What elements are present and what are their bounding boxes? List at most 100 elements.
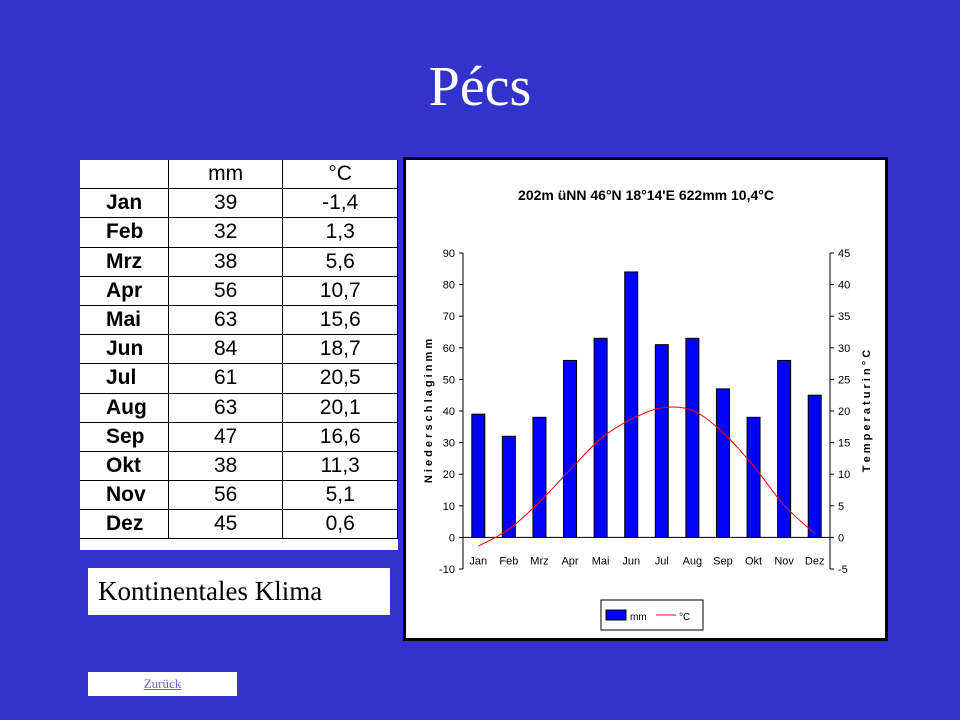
x-tick-label: Mai — [592, 555, 610, 567]
month-cell: Okt — [80, 450, 169, 482]
month-cell: Jun — [80, 334, 169, 365]
right-tick-label: 30 — [838, 343, 850, 355]
left-tick-label: 80 — [443, 280, 455, 292]
precipitation-bar — [593, 337, 608, 538]
header-mm: mm — [167, 160, 284, 190]
left-tick-label: 50 — [443, 374, 455, 386]
x-tick-label: Sep — [713, 555, 733, 567]
right-tick-label: 5 — [838, 501, 844, 513]
left-tick-label: 20 — [443, 469, 455, 481]
month-cell: Jul — [80, 363, 169, 394]
right-tick-label: 25 — [838, 374, 850, 386]
precipitation-bar — [563, 359, 578, 538]
right-tick-label: -5 — [838, 564, 848, 576]
header-celsius: °C — [282, 160, 398, 190]
left-tick-label: 70 — [443, 311, 455, 323]
celsius-cell: 0,6 — [282, 509, 398, 540]
mm-cell: 39 — [167, 188, 284, 219]
table-row: Mrz 38 5,6 — [80, 246, 398, 277]
legend-label-celsius: °C — [679, 612, 690, 623]
table-row: Okt 38 11,3 — [80, 450, 398, 482]
mm-cell: 61 — [167, 363, 284, 394]
x-tick-label: Okt — [745, 555, 762, 567]
right-tick-label: 15 — [838, 438, 850, 450]
month-cell: Mai — [80, 304, 169, 336]
left-tick-label: 90 — [443, 248, 455, 260]
table-row: Aug 63 20,1 — [80, 392, 398, 423]
celsius-cell: 15,6 — [282, 304, 398, 336]
precipitation-bar — [685, 337, 700, 538]
legend-swatch-mm — [605, 609, 627, 621]
page-title: Pécs — [428, 56, 532, 118]
precipitation-bar — [654, 344, 669, 538]
precipitation-bar — [746, 416, 761, 538]
table-row: Dez 45 0,6 — [80, 509, 398, 540]
right-tick-label: 45 — [838, 248, 850, 260]
month-cell: Apr — [80, 275, 169, 306]
celsius-cell: 18,7 — [282, 334, 398, 365]
climate-table: mm °C Jan 39 -1,4 Feb 32 1,3 Mrz 38 5,6 Apr 56 10,7 Ma… — [80, 160, 398, 540]
table-row: Mai 63 15,6 — [80, 304, 398, 336]
mm-cell: 38 — [167, 450, 284, 482]
mm-cell: 63 — [167, 304, 284, 336]
precipitation-bar — [715, 388, 730, 538]
month-cell: Aug — [80, 392, 169, 423]
left-tick-label: 40 — [443, 406, 455, 418]
precipitation-bar — [777, 359, 792, 538]
left-tick-label: 10 — [443, 501, 455, 513]
climate-table-body: mm °C Jan 39 -1,4 Feb 32 1,3 Mrz 38 5,6 Apr 56 10,7 Ma… — [80, 160, 398, 540]
right-tick-label: 35 — [838, 311, 850, 323]
celsius-cell: 10,7 — [282, 275, 398, 306]
back-link[interactable]: Zurück — [88, 672, 237, 696]
climate-table-panel: mm °C Jan 39 -1,4 Feb 32 1,3 Mrz 38 5,6 Apr 56 10,7 Ma… — [80, 160, 398, 550]
left-tick-label: 60 — [443, 343, 455, 355]
month-cell: Nov — [80, 480, 169, 511]
precipitation-bar — [624, 271, 639, 538]
left-tick-label: -10 — [439, 564, 455, 576]
celsius-cell: 1,3 — [282, 217, 398, 248]
climate-chart-svg: 202m üNN 46°N 18°14'E 622mm 10,4°C -10 0 10… — [423, 187, 873, 631]
month-cell: Sep — [80, 421, 169, 452]
precipitation-bar — [807, 394, 822, 538]
table-row: Jun 84 18,7 — [80, 334, 398, 365]
month-cell: Feb — [80, 217, 169, 248]
celsius-cell: 11,3 — [282, 450, 398, 482]
x-tick-label: Apr — [561, 555, 578, 567]
table-header-row: mm °C — [80, 160, 398, 190]
table-row: Feb 32 1,3 — [80, 217, 398, 248]
celsius-cell: 5,6 — [282, 246, 398, 277]
x-tick-label: Aug — [683, 555, 703, 567]
chart-header: 202m üNN 46°N 18°14'E 622mm 10,4°C — [518, 187, 774, 203]
temperature-line — [478, 406, 816, 547]
mm-cell: 56 — [167, 275, 284, 306]
table-row: Jan 39 -1,4 — [80, 188, 398, 219]
mm-cell: 63 — [167, 392, 284, 423]
month-cell: Jan — [80, 188, 169, 219]
climate-type-label: Kontinentales Klima — [88, 568, 390, 615]
x-tick-label: Jan — [469, 555, 487, 567]
header-empty-cell — [80, 160, 169, 190]
x-tick-label: Dez — [805, 555, 825, 567]
precipitation-bar — [471, 413, 486, 538]
precipitation-bar — [532, 416, 547, 538]
celsius-cell: 16,6 — [282, 421, 398, 452]
table-row: Nov 56 5,1 — [80, 480, 398, 511]
mm-cell: 56 — [167, 480, 284, 511]
mm-cell: 47 — [167, 421, 284, 452]
month-cell: Mrz — [80, 246, 169, 277]
right-axis-title: T e m p e r a t u r i n ° C — [861, 350, 873, 472]
left-axis-title: N i e d e r s c h l a g i n m m — [423, 339, 435, 483]
table-row: Sep 47 16,6 — [80, 421, 398, 452]
right-tick-label: 0 — [838, 532, 844, 544]
celsius-cell: 20,5 — [282, 363, 398, 394]
celsius-cell: 20,1 — [282, 392, 398, 423]
right-tick-label: 20 — [838, 406, 850, 418]
x-tick-label: Mrz — [530, 555, 548, 567]
legend-label-mm: mm — [630, 612, 647, 623]
x-tick-label: Nov — [774, 555, 794, 567]
climate-chart: 202m üNN 46°N 18°14'E 622mm 10,4°C -10 0 10… — [403, 157, 888, 641]
mm-cell: 84 — [167, 334, 284, 365]
celsius-cell: 5,1 — [282, 480, 398, 511]
left-tick-label: 0 — [449, 532, 455, 544]
mm-cell: 38 — [167, 246, 284, 277]
